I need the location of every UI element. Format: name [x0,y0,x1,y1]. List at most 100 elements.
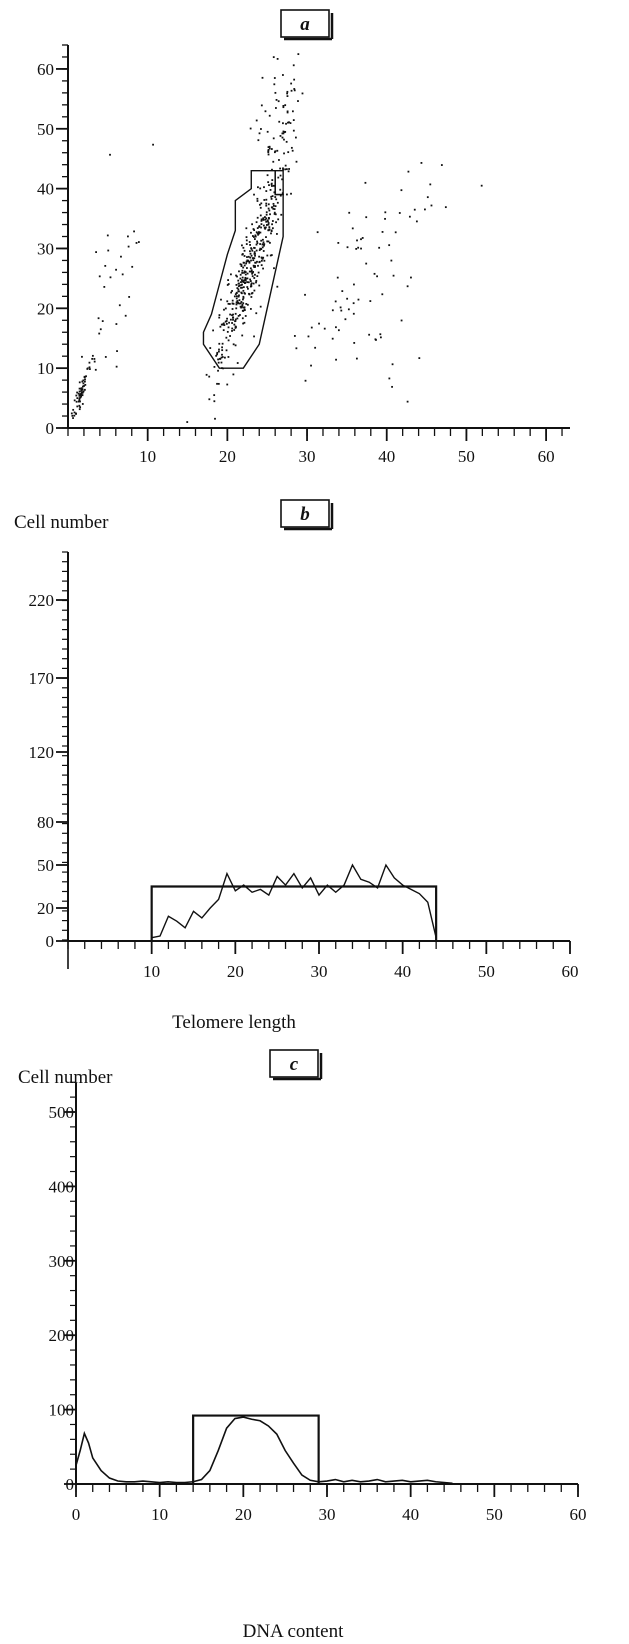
panel-a-point [239,273,242,276]
panel-a-point [307,335,310,338]
panel-a-point [115,323,118,325]
panel-a-point [267,151,270,154]
panel-a-point [245,239,248,242]
panel-a-point [260,104,263,107]
panel-a-point [217,350,220,353]
panel-a-point [247,287,249,290]
panel-a-point [244,277,247,280]
panel-a-point [400,189,403,192]
panel-a-point [256,260,258,263]
panel-a-point [217,369,219,372]
panel-a-point [249,127,252,130]
panel-a-point [284,104,287,107]
panel-b-y-tick-label: 170 [29,669,55,688]
panel-a-point [266,240,269,243]
panel-a-point [220,298,222,301]
panel-a-point [252,257,254,259]
panel-a-point [391,385,393,388]
panel-a-point [246,303,249,306]
panel-a-point [82,390,85,393]
panel-a-point [238,282,240,285]
panel-a-point [84,378,86,381]
panel-a-point [253,289,256,292]
panel-b-y-tick-label: 220 [29,591,55,610]
panel-c-y-tick-label: 300 [49,1252,75,1271]
panel-a-point [225,322,228,325]
panel-a-y-tick-label: 60 [37,60,54,79]
panel-a-point [267,150,270,152]
panel-a-point [263,226,266,229]
panel-a-point [268,145,271,148]
panel-a-point [253,193,255,196]
panel-a-scatter: a 10 20 30 40 50 60 0 10 20 30 40 50 60 [37,9,570,466]
panel-a-point [104,356,107,358]
panel-a-point [261,257,264,260]
panel-a-point [295,160,298,163]
panel-a-point [208,375,211,378]
panel-a-point [233,295,236,298]
panel-a-tag: a [280,9,334,41]
panel-a-point [267,222,270,224]
panel-a-y-tick-label: 30 [37,239,54,258]
panel-a-point [392,274,395,277]
panel-a-x-tick-label: 40 [378,447,395,466]
panel-a-point [242,322,245,325]
panel-a-point [267,148,270,151]
panel-a-point [83,375,86,378]
panel-a-point [284,164,287,167]
panel-a-point [248,270,251,273]
panel-a-point [262,256,265,259]
panel-a-point [251,235,254,237]
panel-b-label: b [300,504,310,525]
panel-a-point [293,89,296,92]
panel-a-point [83,388,86,391]
panel-a-point [314,346,317,349]
panel-a-point [76,391,79,394]
panel-a-point [124,314,127,317]
panel-a-point [271,227,274,230]
panel-a-point [255,249,258,252]
panel-a-point [242,286,245,289]
panel-a-point [318,322,320,325]
panel-a-point [241,269,244,272]
panel-a-point [291,149,294,152]
panel-a-point [264,216,266,218]
panel-a-point [268,147,271,150]
panel-a-point [365,262,368,265]
panel-a-point [274,213,277,216]
panel-a-point [255,279,258,282]
panel-a-point [74,412,77,415]
panel-a-point [282,74,284,76]
panel-c-x-tick-label: 30 [319,1505,336,1524]
panel-a-point [254,266,257,268]
panel-a-point [250,248,253,250]
panel-a-point [271,179,274,181]
panel-a-point [352,302,355,305]
panel-c-tag: c [269,1049,323,1081]
panel-c-x-tick-label: 20 [235,1505,252,1524]
panel-a-point [225,336,228,339]
panel-a-point [266,254,269,257]
panel-a-point [355,247,358,250]
panel-a-point [81,380,84,383]
panel-a-point [235,292,238,295]
panel-a-point [255,231,258,234]
panel-a-point [116,350,118,353]
panel-a-point [420,162,423,164]
panel-a-point [228,321,230,324]
panel-a-point [242,295,245,298]
panel-a-point [257,271,260,274]
panel-a-point [217,382,220,385]
panel-a-point [249,252,252,255]
panel-a-point [237,288,240,291]
panel-a-point [238,299,241,302]
panel-a-point [418,357,421,360]
panel-a-point [254,252,256,255]
panel-a-point [262,267,264,270]
panel-a-point [255,221,258,224]
panel-a-point [286,110,289,113]
panel-a-point [340,309,343,312]
panel-a-point [279,167,282,170]
panel-a-point [424,208,426,211]
panel-a-point [292,64,295,67]
